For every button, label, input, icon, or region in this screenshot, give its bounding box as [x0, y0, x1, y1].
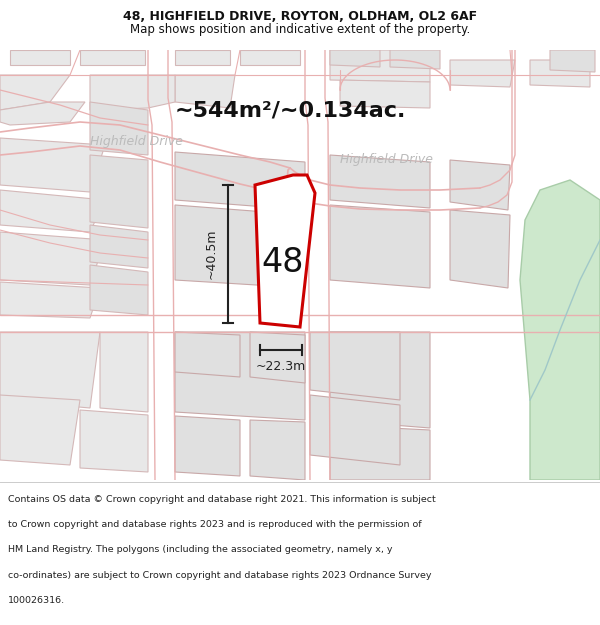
Text: co-ordinates) are subject to Crown copyright and database rights 2023 Ordnance S: co-ordinates) are subject to Crown copyr…	[8, 571, 431, 579]
Polygon shape	[310, 395, 400, 465]
Text: 48: 48	[262, 246, 304, 279]
Polygon shape	[240, 50, 300, 65]
Polygon shape	[0, 190, 105, 232]
Text: Highfield Drive: Highfield Drive	[340, 154, 433, 166]
Polygon shape	[330, 50, 430, 82]
Polygon shape	[250, 420, 305, 480]
Polygon shape	[90, 225, 148, 268]
Polygon shape	[90, 75, 175, 110]
Polygon shape	[90, 155, 148, 228]
Polygon shape	[250, 332, 305, 383]
Polygon shape	[175, 75, 235, 108]
Polygon shape	[10, 50, 70, 65]
Polygon shape	[330, 332, 430, 428]
Polygon shape	[330, 155, 430, 208]
Text: 100026316.: 100026316.	[8, 596, 65, 605]
Text: Contains OS data © Crown copyright and database right 2021. This information is : Contains OS data © Crown copyright and d…	[8, 494, 436, 504]
Polygon shape	[175, 332, 240, 377]
Polygon shape	[310, 332, 400, 400]
Polygon shape	[100, 332, 148, 412]
Polygon shape	[90, 102, 148, 155]
Polygon shape	[0, 395, 80, 465]
Polygon shape	[90, 265, 148, 315]
Polygon shape	[175, 152, 305, 210]
Polygon shape	[0, 138, 105, 192]
Text: 48, HIGHFIELD DRIVE, ROYTON, OLDHAM, OL2 6AF: 48, HIGHFIELD DRIVE, ROYTON, OLDHAM, OL2…	[123, 10, 477, 23]
Polygon shape	[0, 102, 85, 125]
Polygon shape	[550, 50, 595, 72]
Text: ~544m²/~0.134ac.: ~544m²/~0.134ac.	[175, 100, 406, 120]
Polygon shape	[330, 425, 430, 480]
Polygon shape	[330, 50, 380, 67]
Text: ~40.5m: ~40.5m	[205, 229, 218, 279]
Polygon shape	[0, 282, 100, 318]
Polygon shape	[175, 332, 305, 420]
Polygon shape	[0, 75, 70, 110]
Polygon shape	[175, 205, 305, 288]
Polygon shape	[340, 80, 430, 108]
Polygon shape	[450, 210, 510, 288]
Polygon shape	[0, 232, 105, 285]
Polygon shape	[80, 410, 148, 472]
Polygon shape	[80, 50, 145, 65]
Text: ~22.3m: ~22.3m	[256, 360, 306, 373]
Polygon shape	[390, 50, 440, 69]
Polygon shape	[530, 60, 590, 87]
Polygon shape	[520, 180, 600, 480]
Polygon shape	[330, 205, 430, 288]
Polygon shape	[255, 175, 315, 327]
Text: HM Land Registry. The polygons (including the associated geometry, namely x, y: HM Land Registry. The polygons (includin…	[8, 545, 392, 554]
Polygon shape	[175, 50, 230, 65]
Text: Highfield Drive: Highfield Drive	[90, 136, 183, 149]
Text: Map shows position and indicative extent of the property.: Map shows position and indicative extent…	[130, 23, 470, 36]
Polygon shape	[175, 416, 240, 476]
Polygon shape	[450, 160, 510, 210]
Text: to Crown copyright and database rights 2023 and is reproduced with the permissio: to Crown copyright and database rights 2…	[8, 520, 421, 529]
Polygon shape	[450, 60, 515, 87]
Polygon shape	[0, 332, 100, 408]
